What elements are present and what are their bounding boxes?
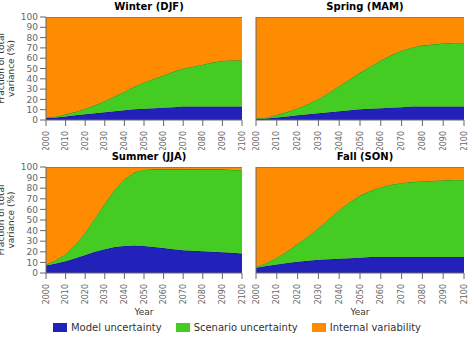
svg-text:60: 60 [27,205,39,215]
svg-text:0: 0 [32,268,38,278]
svg-text:20: 20 [27,247,39,257]
svg-text:100: 100 [21,13,38,22]
svg-text:2000: 2000 [252,131,261,150]
svg-text:30: 30 [27,236,39,246]
svg-text:2010: 2010 [61,284,70,304]
html-text:Internal variability: Internal variability [329,321,421,333]
svg-text:Year: Year [349,307,369,315]
svg-text:2060: 2060 [159,131,168,150]
svg-text:2010: 2010 [272,284,281,304]
svg-text:90: 90 [27,22,39,32]
svg-text:2040: 2040 [335,284,344,304]
svg-text:2030: 2030 [314,284,323,304]
svg-text:2080: 2080 [198,131,207,150]
html-text:Model uncertainty: Model uncertainty [71,321,162,333]
svg-text:30: 30 [27,84,39,94]
svg-text:80: 80 [27,183,39,193]
svg-text:2070: 2070 [397,284,406,304]
svg-text:2090: 2090 [218,131,227,150]
svg-text:2100: 2100 [238,131,247,150]
svg-text:2000: 2000 [42,284,51,304]
svg-text:2040: 2040 [335,131,344,150]
svg-text:2060: 2060 [376,284,385,304]
svg-text:2010: 2010 [61,131,70,150]
svg-text:2080: 2080 [418,131,427,150]
svg-text:40: 40 [27,226,39,236]
svg-text:2070: 2070 [179,284,188,304]
svg-text:90: 90 [27,173,39,183]
svg-text:2050: 2050 [356,284,365,304]
svg-text:2090: 2090 [439,131,448,150]
svg-text:2050: 2050 [140,131,149,150]
svg-text:20: 20 [27,95,39,105]
svg-text:2050: 2050 [356,131,365,150]
svg-text:2030: 2030 [100,284,109,304]
svg-text:2100: 2100 [460,131,467,150]
html-text:Spring (MAM): Spring (MAM) [326,1,404,12]
svg-text:2030: 2030 [314,131,323,150]
svg-text:2060: 2060 [376,131,385,150]
svg-text:0: 0 [32,115,38,125]
svg-text:Fraction of totalvariance (%): Fraction of totalvariance (%) [8,185,16,256]
svg-text:Fraction of totalvariance (%): Fraction of totalvariance (%) [8,33,16,104]
html-text:Summer (JJA): Summer (JJA) [111,151,187,162]
html-text:Scenario uncertainty: Scenario uncertainty [193,321,298,333]
svg-text:2030: 2030 [100,131,109,150]
svg-text:Year: Year [133,307,153,315]
svg-text:70: 70 [27,43,39,53]
svg-text:2020: 2020 [81,131,90,150]
html-text:Fall (SON): Fall (SON) [336,151,394,162]
svg-text:2090: 2090 [439,284,448,304]
svg-text:40: 40 [27,74,39,84]
svg-text:2050: 2050 [140,284,149,304]
svg-text:50: 50 [27,64,39,74]
svg-text:2040: 2040 [120,284,129,304]
svg-text:2090: 2090 [218,284,227,304]
svg-text:2000: 2000 [42,131,51,150]
svg-text:2010: 2010 [272,131,281,150]
svg-text:2040: 2040 [120,131,129,150]
svg-text:2020: 2020 [293,131,302,150]
svg-text:100: 100 [21,163,38,172]
svg-text:2000: 2000 [252,284,261,304]
svg-text:2100: 2100 [238,284,247,304]
svg-text:50: 50 [27,215,39,225]
svg-text:2020: 2020 [81,284,90,304]
svg-text:80: 80 [27,33,39,43]
svg-text:70: 70 [27,194,39,204]
svg-text:10: 10 [27,258,39,268]
svg-text:2080: 2080 [198,284,207,304]
svg-text:2060: 2060 [159,284,168,304]
svg-text:2070: 2070 [397,131,406,150]
svg-text:2020: 2020 [293,284,302,304]
html-text:Winter (DJF): Winter (DJF) [114,1,184,12]
svg-text:2080: 2080 [418,284,427,304]
svg-text:2070: 2070 [179,131,188,150]
svg-text:60: 60 [27,53,39,63]
svg-text:10: 10 [27,105,39,115]
svg-text:2100: 2100 [460,284,467,304]
